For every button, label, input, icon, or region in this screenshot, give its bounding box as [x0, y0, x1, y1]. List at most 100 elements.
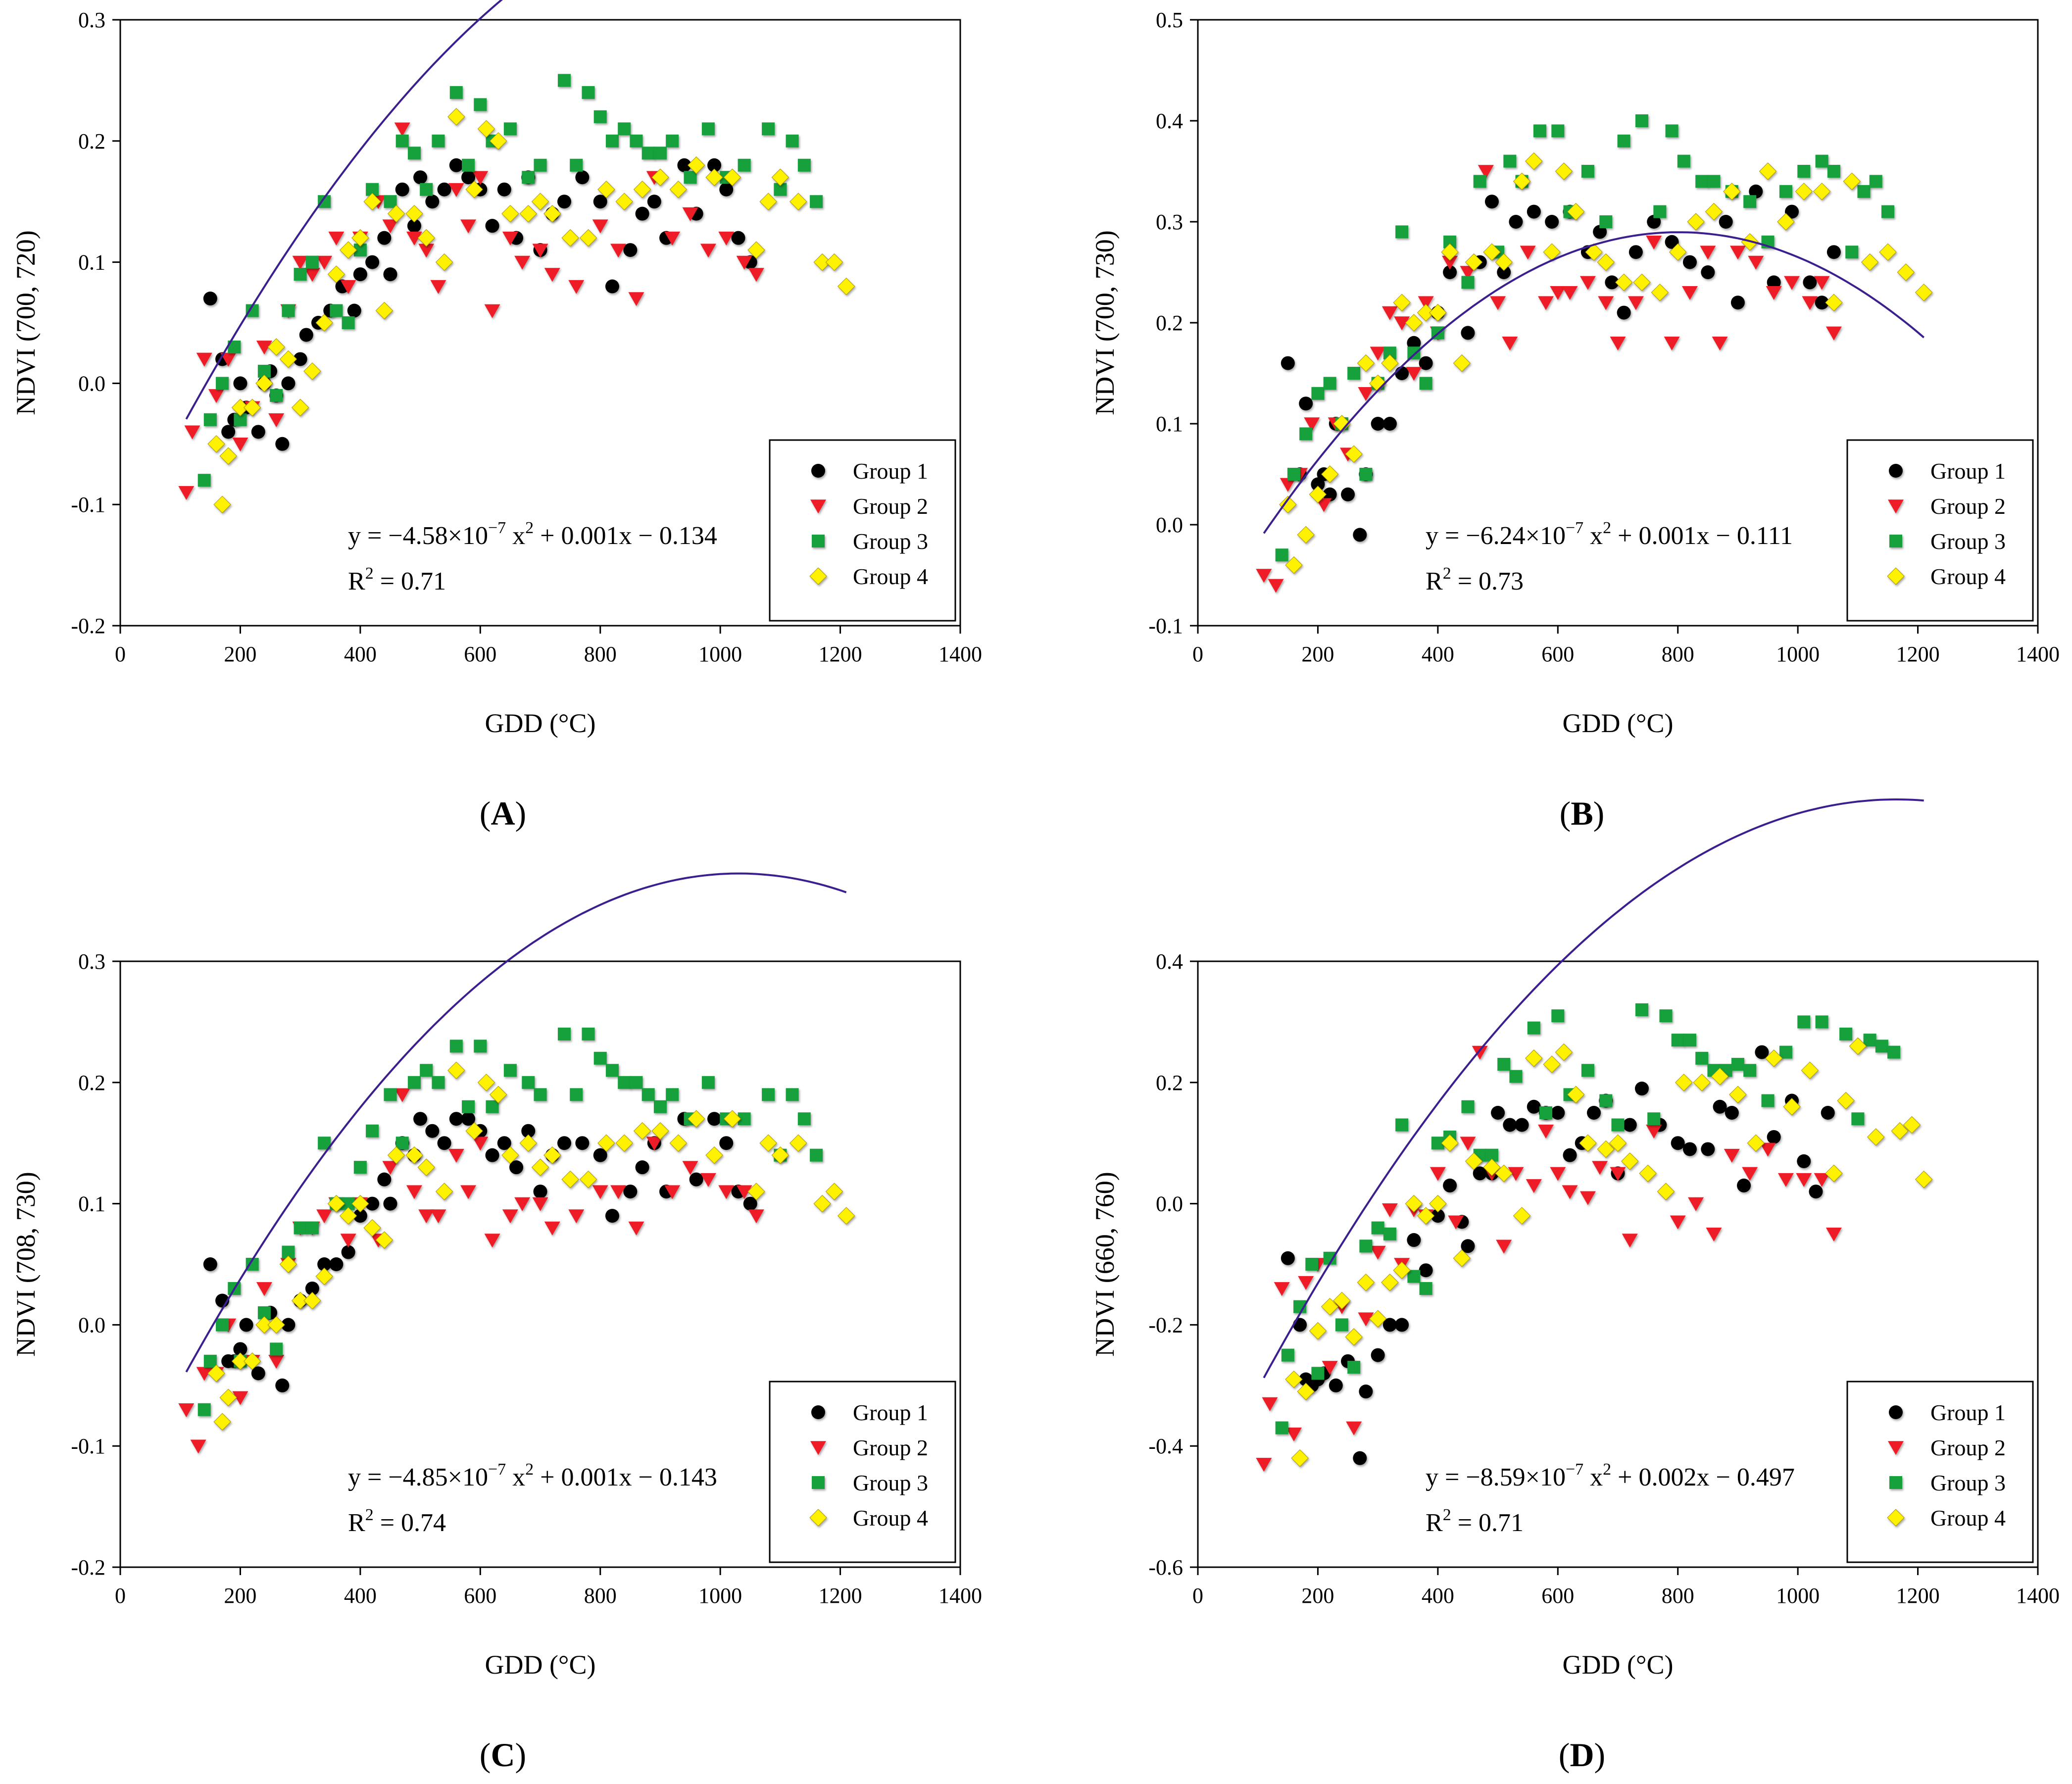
data-point [1617, 305, 1631, 320]
data-point [532, 1197, 548, 1211]
data-point [267, 338, 285, 356]
data-point [533, 1185, 547, 1199]
data-point [1610, 1167, 1626, 1181]
data-point [630, 1076, 643, 1089]
data-point [570, 1088, 583, 1101]
data-point [682, 207, 698, 221]
data-point [1695, 175, 1709, 188]
legend-label: Group 1 [853, 1400, 928, 1425]
y-tick-label: 0.3 [78, 949, 105, 974]
legend-marker [812, 535, 825, 547]
y-tick-label: -0.1 [1148, 614, 1183, 638]
data-point [1567, 1086, 1585, 1103]
data-point [1503, 154, 1517, 168]
x-axis-label: GDD (°C) [1562, 708, 1673, 738]
data-point [1849, 1037, 1867, 1055]
series-group-1 [203, 158, 757, 451]
data-point [1760, 1142, 1776, 1157]
y-tick-label: 0.2 [1156, 311, 1183, 335]
data-point [1407, 1270, 1421, 1283]
data-point [1335, 1318, 1348, 1332]
x-axis-label: GDD (°C) [485, 708, 595, 738]
data-point [1701, 1142, 1715, 1156]
data-point [197, 474, 211, 487]
data-point [341, 1245, 355, 1259]
x-tick-label: 1400 [2016, 1584, 2060, 1608]
coef-exponent: −7 [1566, 1460, 1583, 1479]
data-point [1825, 1228, 1842, 1241]
data-point [1441, 243, 1459, 261]
data-point [666, 134, 679, 148]
data-point [460, 219, 477, 234]
data-point [270, 389, 283, 402]
data-point [1651, 284, 1669, 301]
data-point [1609, 1134, 1627, 1152]
data-point [1461, 326, 1475, 340]
data-point [1347, 367, 1361, 380]
legend-label: Group 3 [853, 529, 928, 554]
data-point [684, 171, 697, 184]
data-point [231, 398, 249, 417]
data-point [689, 1172, 703, 1187]
data-point [1405, 314, 1423, 332]
legend-box [769, 439, 956, 622]
data-point [1473, 1166, 1487, 1181]
data-point [329, 1257, 344, 1271]
data-point [1419, 356, 1433, 370]
data-point [413, 1112, 428, 1126]
regression-curve [1263, 798, 1924, 1379]
data-point [1615, 273, 1633, 292]
legend-marker [1887, 1509, 1905, 1527]
data-point [395, 1137, 409, 1150]
data-point [1256, 1458, 1272, 1472]
data-point [1345, 445, 1363, 463]
data-point [1682, 255, 1697, 269]
data-point [1309, 1322, 1327, 1340]
data-point [532, 244, 548, 258]
chart-panel-C: 0 200 400 600 800 1000 1200 1400 -0.2 -0.1 0.0 0.1 0… [11, 872, 982, 1774]
data-point [497, 1136, 511, 1150]
y-tick-label: -0.6 [1148, 1555, 1183, 1580]
data-point [461, 1112, 476, 1126]
data-point [1887, 1045, 1901, 1059]
data-point [1749, 184, 1763, 198]
data-point [489, 132, 507, 150]
data-point [1395, 1118, 1409, 1132]
chart-panel-A: 0 200 400 600 800 1000 1200 1400 -0.2 -0.1 0.0 0.1 0… [11, 0, 982, 832]
chart-panel-D: 0 200 400 600 800 1000 1200 1400 -0.6 -0.4 -0.2 0.0… [1090, 798, 2060, 1774]
data-point [1443, 1178, 1457, 1192]
x-tick-label: 1000 [1776, 642, 1820, 666]
data-point [723, 168, 741, 186]
data-point [1465, 1152, 1483, 1170]
data-point [413, 170, 428, 185]
series-group-3 [1275, 1003, 1901, 1435]
data-point [1322, 1361, 1338, 1375]
data-point [1381, 1203, 1398, 1218]
data-point [485, 219, 499, 233]
data-point [1779, 1045, 1792, 1059]
data-point [294, 268, 307, 281]
data-point [327, 1194, 345, 1213]
data-point [1262, 1397, 1278, 1411]
data-point [641, 147, 655, 160]
data-point [738, 158, 751, 172]
data-point [1671, 1034, 1684, 1047]
data-point [1647, 1112, 1661, 1126]
data-point [635, 1160, 649, 1175]
data-point [575, 170, 590, 185]
data-point [293, 352, 307, 366]
series-group-4 [1279, 152, 1933, 574]
data-point [664, 231, 681, 246]
data-point [1851, 1112, 1865, 1126]
data-point [705, 1146, 723, 1164]
data-point [437, 1136, 451, 1150]
data-point [1395, 366, 1409, 380]
x-tick-label: 1200 [819, 642, 862, 666]
data-point [497, 182, 511, 197]
x-tick-label: 1200 [819, 1584, 862, 1608]
data-point [1635, 114, 1648, 127]
data-point [353, 1161, 367, 1174]
regression-equation: y = −4.85×10−7 x2 + 0.001x − 0.143 [348, 1460, 717, 1491]
series-group-3 [197, 1027, 823, 1416]
data-point [432, 1076, 445, 1089]
